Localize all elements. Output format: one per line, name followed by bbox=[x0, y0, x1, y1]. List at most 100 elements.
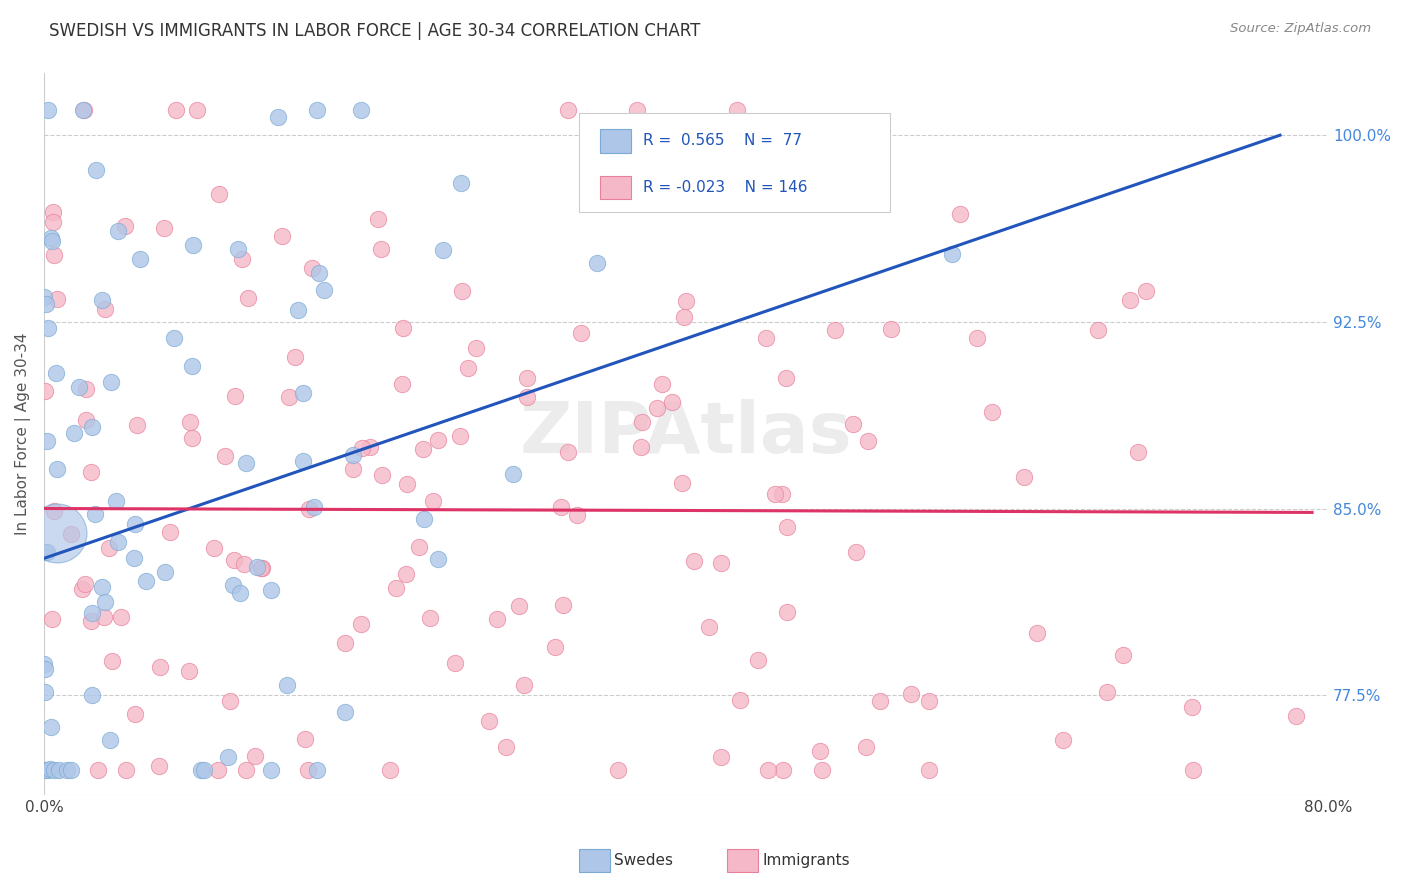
Point bbox=[163, 331, 186, 345]
Point bbox=[1026, 626, 1049, 640]
Point bbox=[312, 284, 335, 298]
Point bbox=[350, 103, 373, 118]
Point bbox=[217, 750, 239, 764]
Text: SWEDISH VS IMMIGRANTS IN LABOR FORCE | AGE 30-34 CORRELATION CHART: SWEDISH VS IMMIGRANTS IN LABOR FORCE | A… bbox=[49, 22, 700, 40]
Point bbox=[631, 415, 654, 429]
Point bbox=[129, 252, 152, 267]
Point bbox=[966, 331, 988, 345]
Point bbox=[1285, 709, 1308, 723]
Point bbox=[948, 207, 970, 221]
Text: Swedes: Swedes bbox=[614, 854, 673, 868]
Point bbox=[202, 541, 225, 555]
Point bbox=[427, 552, 450, 566]
Point bbox=[41, 612, 63, 626]
Point bbox=[710, 749, 733, 764]
Point bbox=[683, 554, 706, 568]
Point bbox=[80, 420, 103, 434]
Point bbox=[675, 294, 697, 309]
Point bbox=[450, 176, 472, 190]
Point bbox=[1135, 284, 1157, 298]
Point bbox=[114, 763, 136, 777]
Point bbox=[301, 260, 323, 275]
Point bbox=[287, 303, 309, 318]
Point bbox=[122, 551, 145, 566]
Point bbox=[370, 242, 392, 256]
Point bbox=[32, 290, 55, 304]
Point bbox=[585, 256, 607, 270]
Point bbox=[37, 545, 59, 559]
Point bbox=[457, 361, 479, 376]
Point bbox=[180, 359, 202, 374]
Point bbox=[557, 103, 579, 118]
Point bbox=[231, 252, 253, 266]
Point bbox=[486, 612, 509, 626]
Point bbox=[110, 610, 132, 624]
Point bbox=[630, 440, 652, 454]
Point bbox=[207, 763, 229, 777]
Point bbox=[451, 285, 474, 299]
Point bbox=[392, 321, 415, 335]
Point bbox=[86, 763, 108, 777]
Point bbox=[335, 635, 357, 649]
Point bbox=[233, 557, 256, 571]
Point bbox=[350, 616, 373, 631]
Point bbox=[90, 293, 112, 308]
Point bbox=[1182, 763, 1205, 777]
Point bbox=[260, 763, 283, 777]
Point bbox=[222, 577, 245, 591]
Point bbox=[276, 678, 298, 692]
Point bbox=[754, 331, 776, 345]
Point bbox=[125, 417, 148, 432]
Text: R = -0.023    N = 146: R = -0.023 N = 146 bbox=[643, 180, 807, 194]
Point bbox=[645, 401, 668, 415]
Point bbox=[124, 516, 146, 531]
Point bbox=[73, 103, 96, 118]
Point bbox=[605, 151, 627, 165]
Point bbox=[159, 524, 181, 539]
Point bbox=[508, 599, 530, 613]
Point bbox=[626, 103, 648, 118]
Point bbox=[267, 110, 290, 124]
Point bbox=[1087, 323, 1109, 337]
Point bbox=[179, 415, 201, 429]
Point bbox=[516, 371, 538, 385]
Point bbox=[44, 366, 66, 380]
Point bbox=[75, 413, 97, 427]
Point bbox=[776, 520, 799, 534]
Point bbox=[46, 461, 69, 475]
Point bbox=[93, 302, 115, 317]
Point bbox=[80, 465, 103, 479]
Point bbox=[190, 763, 212, 777]
Point bbox=[432, 243, 454, 257]
Point bbox=[37, 321, 59, 335]
Point bbox=[770, 487, 793, 501]
Point bbox=[661, 395, 683, 409]
Point bbox=[34, 763, 56, 777]
Point bbox=[697, 620, 720, 634]
Point bbox=[75, 577, 97, 591]
Point bbox=[756, 763, 779, 777]
Point bbox=[38, 762, 60, 776]
Point bbox=[516, 390, 538, 404]
Point bbox=[941, 247, 963, 261]
Point bbox=[236, 291, 259, 305]
Text: ZIPAtlas: ZIPAtlas bbox=[520, 400, 852, 468]
Point bbox=[308, 266, 330, 280]
Point bbox=[465, 341, 488, 355]
Point bbox=[841, 417, 863, 431]
Point bbox=[44, 504, 66, 518]
Point bbox=[34, 545, 56, 559]
Point bbox=[1111, 648, 1133, 662]
Point bbox=[243, 748, 266, 763]
Point bbox=[229, 585, 252, 599]
Point bbox=[747, 653, 769, 667]
Point bbox=[772, 763, 794, 777]
Point bbox=[59, 763, 82, 777]
Point bbox=[294, 731, 316, 746]
Point bbox=[444, 656, 467, 670]
Point bbox=[82, 606, 104, 620]
Point bbox=[75, 382, 97, 396]
Point bbox=[651, 376, 673, 391]
Point bbox=[235, 456, 257, 470]
Point bbox=[335, 705, 357, 719]
